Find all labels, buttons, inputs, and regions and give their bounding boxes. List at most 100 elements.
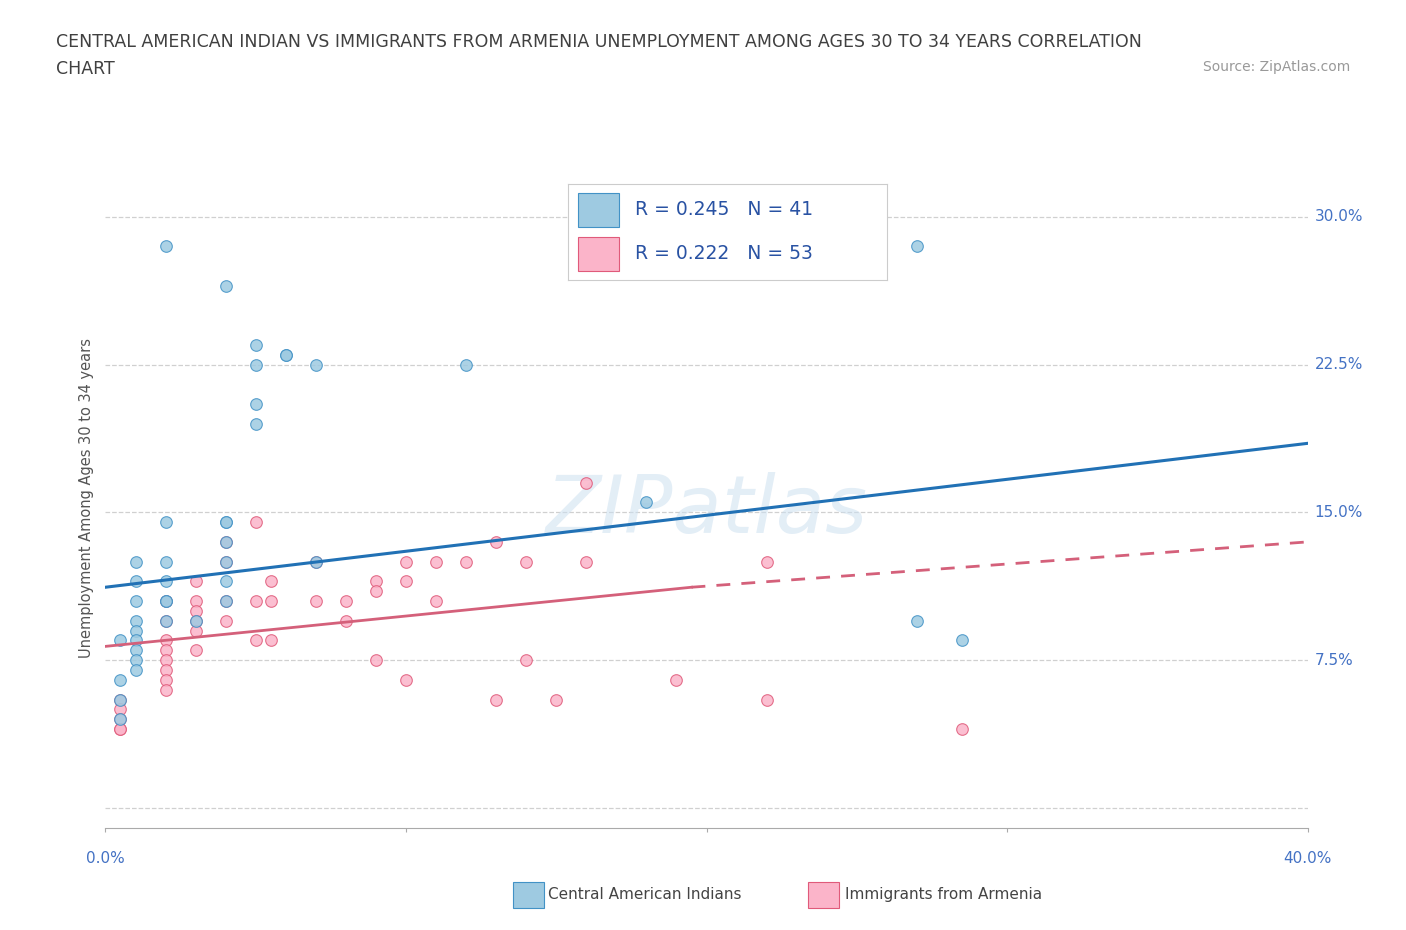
Point	[755, 692, 778, 707]
Point	[425, 554, 447, 569]
Point	[575, 475, 598, 490]
Point	[214, 278, 236, 293]
Point	[515, 554, 537, 569]
Point	[575, 554, 598, 569]
Point	[184, 613, 207, 628]
Point	[155, 633, 177, 648]
Point	[305, 593, 328, 608]
Point	[636, 495, 658, 510]
Point	[155, 514, 177, 529]
Text: 22.5%: 22.5%	[1315, 357, 1362, 372]
Point	[425, 593, 447, 608]
Point	[245, 514, 267, 529]
Point	[124, 613, 146, 628]
Point	[305, 554, 328, 569]
Point	[214, 613, 236, 628]
Y-axis label: Unemployment Among Ages 30 to 34 years: Unemployment Among Ages 30 to 34 years	[79, 338, 94, 658]
Point	[950, 722, 973, 737]
Point	[155, 672, 177, 687]
Point	[546, 692, 568, 707]
Point	[245, 357, 267, 372]
Text: 7.5%: 7.5%	[1315, 653, 1354, 668]
Point	[214, 535, 236, 550]
Point	[184, 574, 207, 589]
Point	[124, 653, 146, 668]
Point	[260, 574, 283, 589]
Point	[245, 338, 267, 352]
Point	[515, 653, 537, 668]
Point	[110, 692, 132, 707]
Point	[124, 662, 146, 677]
Point	[155, 662, 177, 677]
Text: 40.0%: 40.0%	[1284, 851, 1331, 866]
Point	[905, 613, 928, 628]
Point	[245, 396, 267, 411]
Point	[184, 593, 207, 608]
Point	[364, 653, 387, 668]
Point	[184, 604, 207, 618]
Text: 30.0%: 30.0%	[1315, 209, 1362, 224]
Point	[155, 683, 177, 698]
Point	[950, 633, 973, 648]
Point	[110, 722, 132, 737]
Point	[155, 643, 177, 658]
Text: CENTRAL AMERICAN INDIAN VS IMMIGRANTS FROM ARMENIA UNEMPLOYMENT AMONG AGES 30 TO: CENTRAL AMERICAN INDIAN VS IMMIGRANTS FR…	[56, 33, 1142, 50]
Point	[214, 574, 236, 589]
Point	[274, 347, 297, 362]
Point	[454, 357, 477, 372]
Point	[155, 593, 177, 608]
Text: Immigrants from Armenia: Immigrants from Armenia	[845, 887, 1042, 902]
Point	[335, 613, 357, 628]
Point	[155, 239, 177, 254]
Point	[110, 692, 132, 707]
Text: 0.0%: 0.0%	[86, 851, 125, 866]
Point	[395, 554, 418, 569]
Text: ZIPatlas: ZIPatlas	[546, 472, 868, 550]
Point	[245, 417, 267, 432]
Point	[124, 554, 146, 569]
Point	[274, 347, 297, 362]
Text: 15.0%: 15.0%	[1315, 505, 1362, 520]
Point	[155, 613, 177, 628]
Point	[485, 692, 508, 707]
Point	[155, 574, 177, 589]
Point	[245, 633, 267, 648]
Point	[155, 554, 177, 569]
Point	[124, 593, 146, 608]
Point	[665, 672, 688, 687]
Point	[364, 574, 387, 589]
Point	[305, 357, 328, 372]
Point	[110, 711, 132, 726]
Point	[155, 613, 177, 628]
Point	[110, 722, 132, 737]
Text: Source: ZipAtlas.com: Source: ZipAtlas.com	[1202, 60, 1350, 74]
Point	[214, 593, 236, 608]
Point	[124, 633, 146, 648]
Point	[395, 672, 418, 687]
Point	[335, 593, 357, 608]
Point	[214, 514, 236, 529]
Point	[905, 239, 928, 254]
Text: Central American Indians: Central American Indians	[548, 887, 742, 902]
Point	[454, 554, 477, 569]
Point	[155, 653, 177, 668]
Point	[184, 623, 207, 638]
Point	[214, 554, 236, 569]
Point	[260, 593, 283, 608]
Point	[184, 643, 207, 658]
Point	[755, 554, 778, 569]
Point	[214, 554, 236, 569]
Point	[214, 535, 236, 550]
Point	[364, 584, 387, 599]
Point	[110, 711, 132, 726]
Point	[124, 623, 146, 638]
Point	[214, 593, 236, 608]
Point	[485, 535, 508, 550]
Point	[155, 593, 177, 608]
Point	[124, 574, 146, 589]
Point	[214, 514, 236, 529]
Point	[395, 574, 418, 589]
Point	[184, 613, 207, 628]
Point	[245, 593, 267, 608]
Point	[260, 633, 283, 648]
